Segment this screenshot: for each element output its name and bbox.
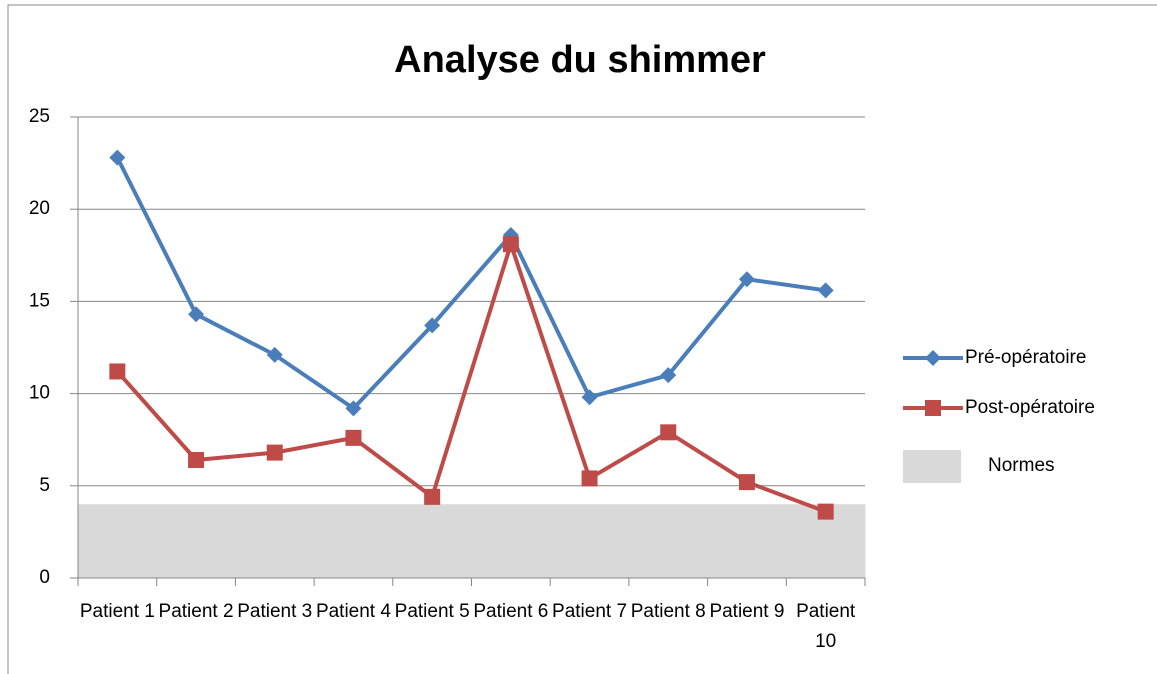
data-point — [581, 389, 598, 406]
norm-band — [471, 504, 551, 578]
x-tick-label: Patient 5 — [394, 601, 470, 622]
norm-band — [628, 504, 709, 578]
x-tick-label: Patient 4 — [315, 601, 391, 622]
legend-marker — [925, 350, 941, 366]
legend-marker — [925, 400, 941, 416]
x-tick-label: Patient 7 — [552, 601, 628, 622]
x-tick-label: Patient 9 — [709, 601, 785, 622]
y-tick-label: 25 — [29, 106, 50, 127]
data-point — [817, 282, 834, 299]
data-point — [660, 424, 677, 441]
data-point — [738, 474, 755, 491]
x-tick-label: Patient 6 — [473, 601, 549, 622]
x-tick-label: Patient 10 — [796, 601, 856, 652]
norm-band — [550, 504, 630, 578]
data-point — [581, 470, 598, 487]
legend-label: Pré-opératoire — [965, 347, 1086, 368]
norm-band — [156, 504, 236, 578]
legend-label: Post-opératoire — [965, 397, 1095, 418]
data-point — [817, 503, 834, 520]
data-point — [109, 363, 126, 380]
y-tick-label: 15 — [29, 290, 50, 311]
x-tick-label: Patient 8 — [630, 601, 706, 622]
norm-band — [707, 504, 787, 578]
norm-band — [78, 504, 158, 578]
data-point — [660, 367, 677, 384]
legend-swatch — [903, 450, 961, 483]
data-point — [424, 317, 441, 334]
series-line — [115, 156, 826, 411]
data-point — [345, 429, 362, 446]
data-point — [266, 346, 283, 363]
data-point — [738, 271, 755, 288]
y-tick-label: 10 — [29, 383, 50, 404]
y-tick-label: 0 — [39, 567, 50, 588]
x-tick-label: Patient 1 — [79, 601, 155, 622]
data-point — [188, 306, 205, 323]
data-point — [345, 400, 362, 417]
x-tick-label: Patient 3 — [237, 601, 313, 622]
data-point — [109, 149, 126, 166]
norm-band — [392, 504, 472, 578]
data-point — [424, 488, 441, 505]
series-line — [115, 242, 827, 514]
data-point — [188, 451, 205, 468]
norm-band — [314, 504, 394, 578]
y-tick-label: 20 — [29, 198, 50, 219]
chart-title: Analyse du shimmer — [394, 39, 766, 81]
data-point — [502, 236, 519, 253]
data-point — [266, 444, 283, 461]
chart-frame — [7, 4, 1157, 674]
x-tick-label: Patient 2 — [158, 601, 234, 622]
legend-label: Normes — [988, 455, 1055, 476]
norm-band — [235, 504, 315, 578]
y-tick-label: 5 — [39, 475, 50, 496]
